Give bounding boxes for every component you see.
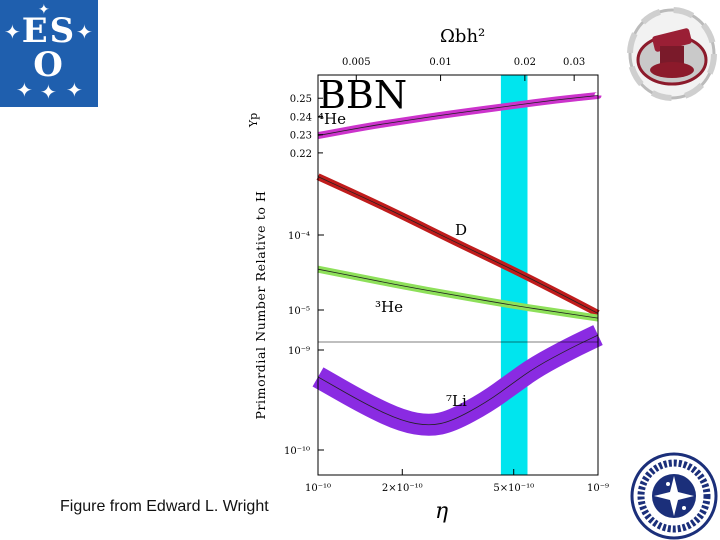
- series-line-d: [317, 176, 599, 314]
- x-tick-label: 2×10⁻¹⁰: [382, 483, 423, 494]
- top-tick-label: 0.02: [514, 57, 536, 68]
- top-tick-label: 0.01: [429, 57, 451, 68]
- eso-logo-text-top: ES: [21, 11, 77, 51]
- star-icon: ✦: [4, 20, 21, 44]
- top-axis-label: Ωbh²: [440, 26, 485, 47]
- yp-axis-label: Yp: [247, 113, 260, 128]
- eso-logo-text-bottom: O: [33, 45, 65, 85]
- top-tick-label: 0.005: [342, 57, 371, 68]
- y-tick-label: 10⁻⁹: [288, 346, 310, 357]
- series-label-d: D: [455, 221, 467, 239]
- y-tick-label: 10⁻⁴: [288, 231, 310, 242]
- x-tick-label: 10⁻¹⁰: [305, 483, 331, 494]
- yp-tick-label: 0.25: [290, 94, 312, 105]
- star-icon: ✦: [66, 78, 83, 102]
- series-label-he: ⁴He: [318, 110, 346, 128]
- yp-tick-label: 0.23: [290, 131, 312, 142]
- series-line-li: [317, 334, 599, 426]
- figure-credit: Figure from Edward L. Wright: [60, 498, 269, 515]
- series-label-he: ³He: [375, 298, 403, 316]
- y-axis-label: Primordial Number Relative to H: [253, 190, 268, 419]
- x-axis-label: η: [435, 499, 448, 524]
- series-line-he: [317, 268, 599, 319]
- x-tick-label: 10⁻⁹: [587, 483, 609, 494]
- top-tick-label: 0.03: [563, 57, 585, 68]
- telescope-logo: [627, 7, 717, 101]
- y-tick-label: 10⁻⁵: [288, 306, 310, 317]
- series-band-li: [312, 325, 605, 436]
- star-icon: ✦: [38, 2, 50, 18]
- series-label-li: ⁷Li: [446, 392, 467, 410]
- star-icon: ✦: [16, 78, 33, 102]
- series-line-he: [317, 95, 599, 136]
- chart-title: BBN: [318, 73, 407, 117]
- iac-logo: [630, 452, 718, 540]
- yp-tick-label: 0.24: [290, 112, 312, 123]
- star-icon: ✦: [76, 20, 93, 44]
- star-icon: ✦: [40, 80, 57, 104]
- yp-tick-label: 0.22: [290, 149, 312, 160]
- x-tick-label: 5×10⁻¹⁰: [493, 483, 534, 494]
- eso-logo: ES O ✦ ✦ ✦ ✦ ✦ ✦: [0, 0, 98, 107]
- bbn-chart: 10⁻¹⁰ 2×10⁻¹⁰ 5×10⁻¹⁰ 10⁻⁹ 0.005 0.01 0.02 0.03…: [247, 26, 609, 524]
- y-tick-label: 10⁻¹⁰: [284, 446, 310, 457]
- plot-frame: [317, 74, 599, 476]
